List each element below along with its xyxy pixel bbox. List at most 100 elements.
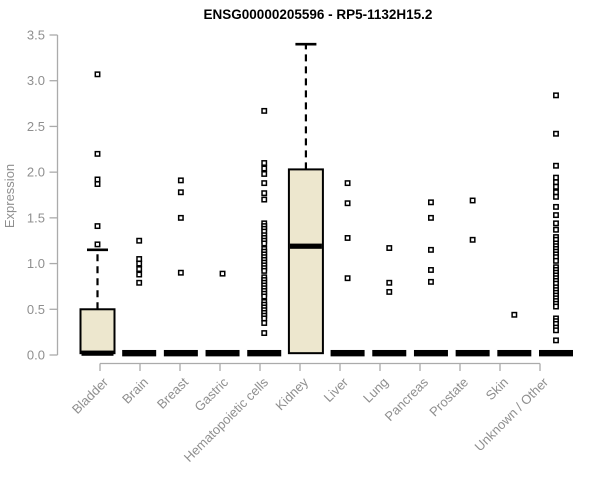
- outlier-point: [553, 212, 559, 219]
- collapsed-box: [205, 349, 240, 357]
- outlier-point: [261, 330, 268, 337]
- x-tick-label-lung: Lung: [360, 375, 391, 406]
- collapsed-box: [539, 349, 573, 357]
- outlier-point: [94, 71, 101, 78]
- outlier-point: [136, 271, 143, 278]
- outlier-point: [177, 189, 184, 196]
- outlier-point: [344, 235, 351, 241]
- outlier-point: [94, 223, 101, 230]
- category-breast: [163, 177, 198, 357]
- x-tick-label-unknown-other: Unknown / Other: [472, 374, 552, 454]
- outlier-point: [261, 267, 268, 274]
- box-body: [287, 168, 324, 355]
- category-brain: [122, 237, 157, 357]
- outlier-point: [219, 270, 226, 277]
- outlier-point: [94, 181, 101, 187]
- outlier-point: [553, 162, 559, 169]
- category-hematopoietic-cells: [247, 107, 282, 357]
- y-tick-label: 3.0: [27, 73, 45, 88]
- y-axis-label: Expression: [2, 164, 17, 228]
- outlier-point: [261, 315, 268, 322]
- outlier-point: [511, 311, 518, 318]
- y-tick-label: 1.0: [27, 256, 45, 271]
- y-tick-label: 2.5: [27, 119, 45, 134]
- outlier-point: [136, 256, 143, 262]
- box-body: [79, 308, 116, 355]
- collapsed-box: [372, 349, 407, 357]
- outlier-point: [553, 303, 559, 310]
- outlier-point: [261, 320, 268, 326]
- outlier-point: [177, 214, 184, 221]
- outlier-point: [344, 200, 351, 207]
- x-tick-label-pancreas: Pancreas: [382, 374, 432, 424]
- median-line: [289, 243, 322, 249]
- category-pancreas: [413, 199, 448, 357]
- collapsed-box: [497, 349, 532, 357]
- category-kidney: [287, 42, 324, 355]
- outlier-point: [469, 197, 476, 204]
- x-tick-label-kidney: Kidney: [272, 374, 311, 413]
- outlier-point: [261, 180, 268, 187]
- outlier-point: [261, 160, 268, 166]
- y-tick-label: 0.5: [27, 302, 45, 317]
- outlier-point: [428, 246, 434, 253]
- outlier-point: [553, 220, 559, 227]
- outlier-point: [261, 107, 268, 114]
- collapsed-box: [413, 349, 448, 357]
- outlier-point: [344, 275, 351, 282]
- outlier-point: [261, 196, 268, 203]
- x-tick-label-liver: Liver: [321, 374, 352, 405]
- x-tick-label-brain: Brain: [119, 375, 151, 407]
- outlier-point: [386, 288, 393, 295]
- x-tick-label-prostate: Prostate: [426, 375, 471, 420]
- outlier-point: [136, 279, 143, 286]
- outlier-point: [136, 266, 143, 273]
- outlier-point: [177, 269, 184, 276]
- outlier-point: [136, 260, 143, 267]
- outlier-point: [261, 240, 268, 247]
- outlier-point: [386, 279, 393, 286]
- outlier-point: [553, 179, 559, 186]
- outlier-point: [553, 327, 559, 334]
- outlier-point: [553, 203, 559, 210]
- y-tick-label: 1.5: [27, 210, 45, 225]
- outlier-point: [553, 257, 559, 264]
- outlier-point: [553, 92, 559, 99]
- x-tick-label-breast: Breast: [154, 374, 191, 411]
- outlier-point: [553, 226, 559, 233]
- outlier-point: [428, 267, 434, 273]
- outlier-point: [94, 150, 101, 157]
- outlier-point: [344, 180, 351, 187]
- median-line: [81, 350, 114, 356]
- collapsed-box: [122, 349, 157, 357]
- category-gastric: [205, 270, 240, 357]
- outlier-point: [428, 214, 434, 221]
- collapsed-box: [330, 349, 365, 357]
- outlier-point: [553, 183, 559, 190]
- outlier-point: [136, 237, 143, 244]
- category-lung: [372, 245, 407, 357]
- outlier-point: [553, 337, 559, 344]
- outlier-point: [94, 241, 101, 248]
- y-tick-label: 0.0: [27, 348, 45, 363]
- y-tick-label: 2.0: [27, 165, 45, 180]
- outlier-point: [94, 176, 101, 183]
- outlier-point: [553, 174, 559, 181]
- category-unknown-other: [539, 92, 573, 357]
- y-tick-label: 3.5: [27, 28, 45, 43]
- plot-area: 0.0 0.5 1.0 1.5 2.0 2.5 3.0 3.5 Bladder Brain Brea…: [27, 28, 573, 465]
- outlier-point: [469, 236, 476, 243]
- collapsed-box: [455, 349, 490, 357]
- outlier-point: [553, 193, 559, 200]
- outlier-point: [428, 278, 434, 285]
- x-tick-label-bladder: Bladder: [69, 374, 112, 417]
- outlier-point: [386, 245, 393, 251]
- chart-title: ENSG00000205596 - RP5-1132H15.2: [204, 7, 433, 22]
- outlier-point: [261, 190, 268, 197]
- outlier-point: [261, 171, 268, 177]
- category-liver: [330, 180, 365, 357]
- outlier-point: [553, 189, 559, 196]
- collapsed-box: [163, 349, 198, 357]
